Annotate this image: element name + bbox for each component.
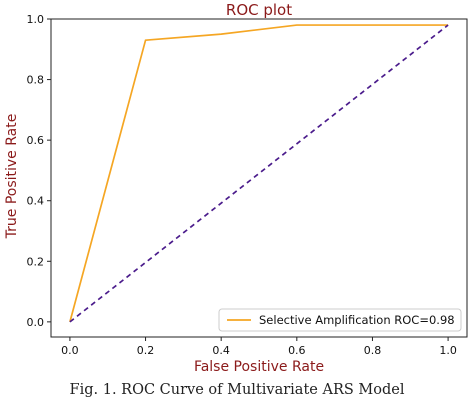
- x-tick-label: 0.4: [212, 344, 230, 357]
- x-axis-label: False Positive Rate: [194, 359, 324, 375]
- plot-area: 0.0 0.2 0.4 0.6 0.8 1.0 0.0 0.2 0.4 0.6 0.8 1.0 Sele…: [27, 13, 468, 357]
- x-tick-label: 1.0: [439, 344, 457, 357]
- chart-title: ROC plot: [226, 1, 292, 19]
- legend-label: Selective Amplification ROC=0.98: [259, 313, 455, 327]
- y-tick-label: 0.6: [27, 134, 45, 147]
- roc-curve: [69, 24, 449, 323]
- y-axis-label: True Positive Rate: [4, 114, 20, 240]
- y-tick-label: 0.2: [27, 255, 45, 268]
- x-tick-label: 0.2: [137, 344, 155, 357]
- plot-frame: [50, 18, 468, 338]
- legend-box: [218, 308, 462, 332]
- x-tick-label: 0.6: [288, 344, 306, 357]
- figure-caption: Fig. 1. ROC Curve of Multivariate ARS Mo…: [69, 382, 405, 398]
- y-tick-label: 0.0: [27, 316, 45, 329]
- roc-chart: ROC plot False Positive Rate True Positi…: [4, 1, 468, 375]
- x-tick-label: 0.8: [364, 344, 382, 357]
- x-tick-label: 0.0: [61, 344, 79, 357]
- y-tick-label: 1.0: [27, 13, 45, 26]
- chance-line: [69, 24, 449, 323]
- y-tick-label: 0.4: [27, 195, 45, 208]
- y-tick-label: 0.8: [27, 74, 45, 87]
